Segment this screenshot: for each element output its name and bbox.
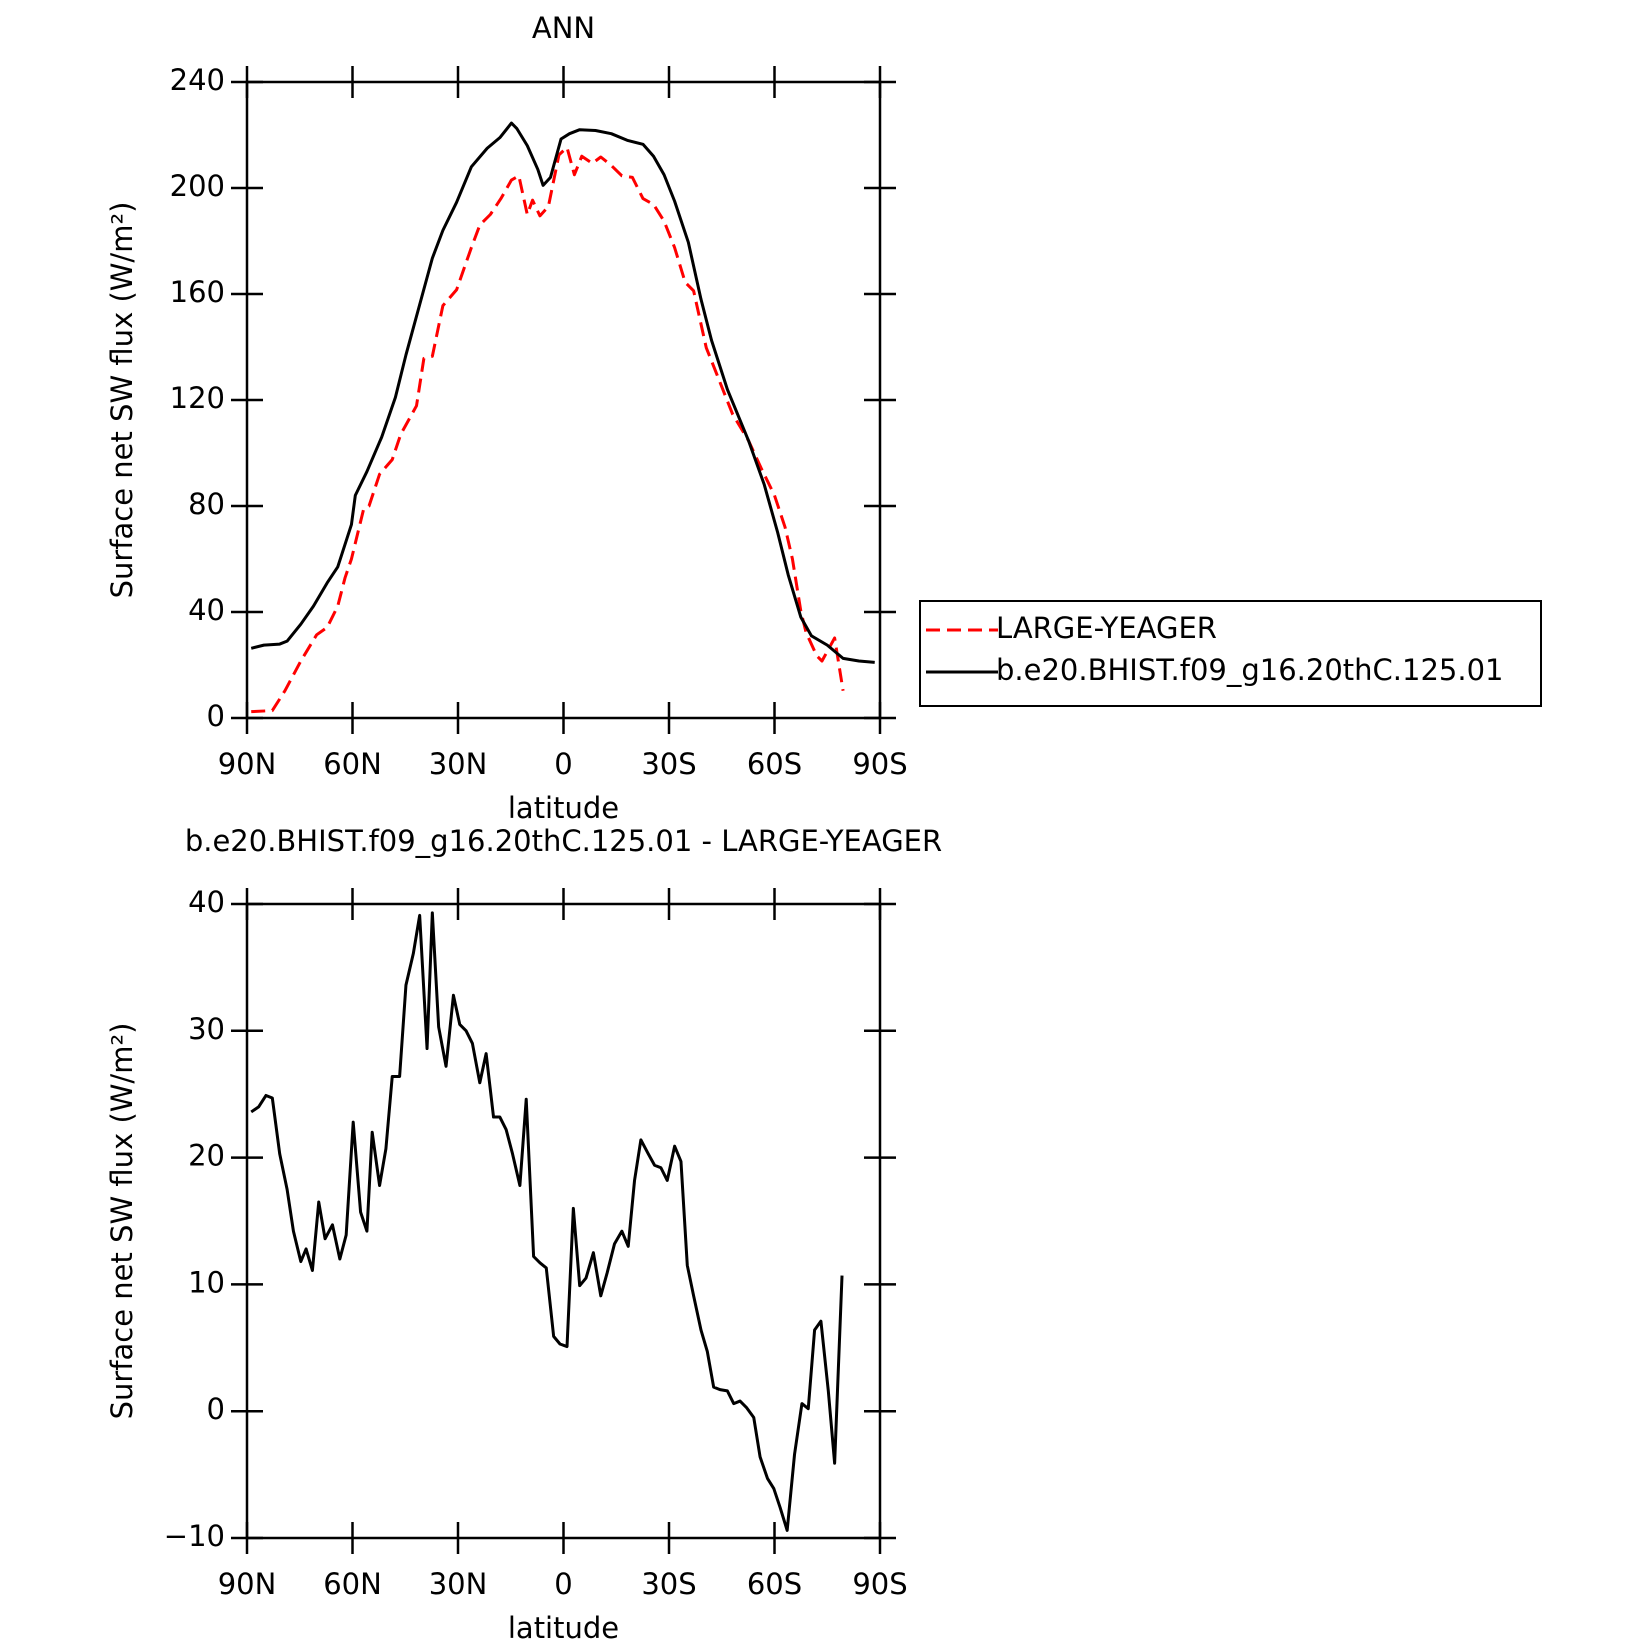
y-tick-label: 80: [188, 487, 225, 521]
data-line: [250, 121, 875, 664]
x-tick-label: 90S: [852, 1567, 907, 1601]
plot-frame: [245, 80, 882, 720]
x-tick-label: 60S: [747, 1567, 802, 1601]
y-tick-label: 0: [207, 1392, 225, 1426]
x-tick-label: 30S: [641, 1567, 696, 1601]
data-line: [251, 145, 845, 714]
chart-title: ANN: [532, 11, 595, 45]
y-tick-label: 0: [207, 699, 225, 733]
y-tick-label: −10: [164, 1519, 225, 1553]
x-tick-label: 0: [554, 747, 572, 781]
x-tick-label: 0: [554, 1567, 572, 1601]
x-tick-label: 90N: [218, 1567, 277, 1601]
x-tick-label: 60N: [323, 747, 382, 781]
y-tick-label: 200: [170, 169, 225, 203]
x-tick-label: 90S: [852, 747, 907, 781]
y-tick-label: 30: [188, 1012, 225, 1046]
chart-title: b.e20.BHIST.f09_g16.20thC.125.01 - LARGE…: [185, 824, 942, 858]
y-axis-label: Surface net SW flux (W/m²): [105, 202, 139, 599]
y-tick-label: 120: [170, 381, 225, 415]
x-tick-label: 30S: [641, 747, 696, 781]
x-tick-label: 90N: [218, 747, 277, 781]
x-axis-label: latitude: [508, 791, 619, 825]
y-tick-label: 160: [170, 275, 225, 309]
y-tick-label: 240: [170, 63, 225, 97]
x-tick-label: 30N: [429, 747, 488, 781]
x-tick-label: 30N: [429, 1567, 488, 1601]
y-tick-label: 20: [188, 1139, 225, 1173]
data-line: [250, 911, 844, 1532]
legend-label: b.e20.BHIST.f09_g16.20thC.125.01: [996, 653, 1503, 687]
y-tick-label: 40: [188, 885, 225, 919]
y-axis-label: Surface net SW flux (W/m²): [105, 1023, 139, 1420]
legend-box: [919, 600, 1542, 707]
y-tick-label: 10: [188, 1265, 225, 1299]
legend-label: LARGE-YEAGER: [996, 611, 1217, 645]
x-axis-label: latitude: [508, 1611, 619, 1645]
y-tick-label: 40: [188, 593, 225, 627]
plot-frame: [245, 902, 882, 1540]
x-tick-label: 60N: [323, 1567, 382, 1601]
x-tick-label: 60S: [747, 747, 802, 781]
